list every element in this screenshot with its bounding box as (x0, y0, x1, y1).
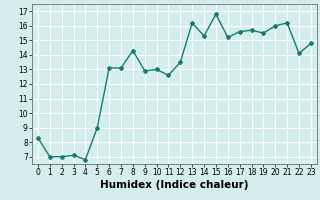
X-axis label: Humidex (Indice chaleur): Humidex (Indice chaleur) (100, 180, 249, 190)
